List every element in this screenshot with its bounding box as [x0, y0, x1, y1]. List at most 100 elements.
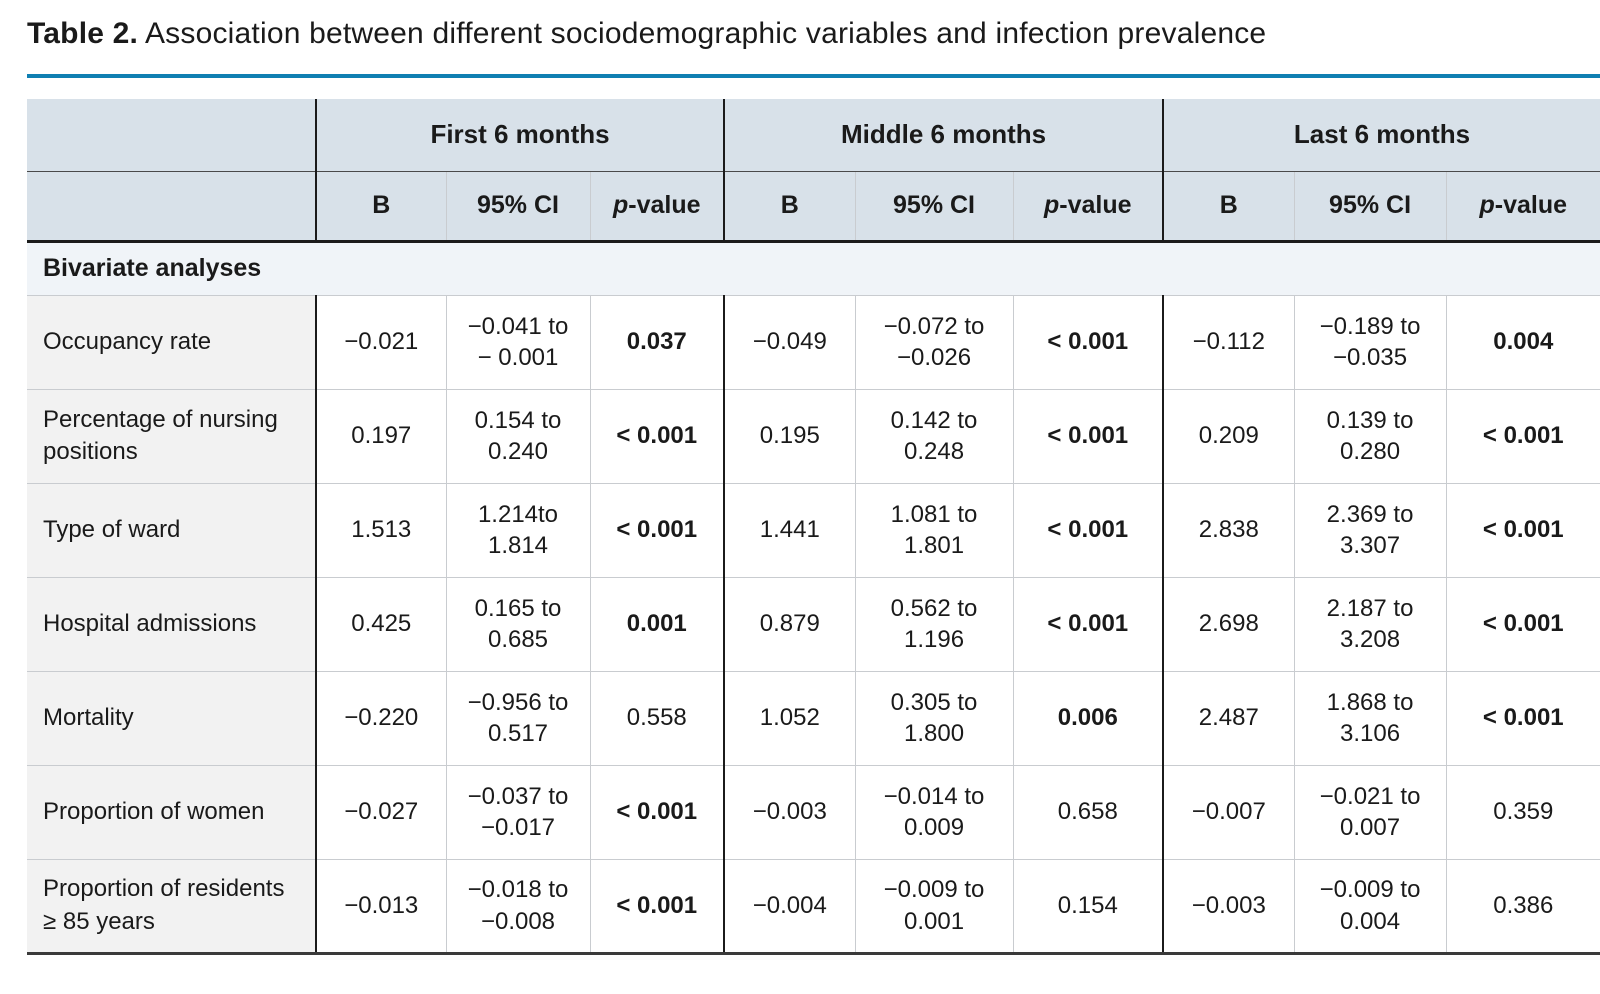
subcolumn-header: B	[723, 171, 856, 243]
subcolumn-label: 95% CI	[477, 191, 559, 219]
p-value: 0.154	[1012, 859, 1164, 955]
group-header-last-6-months: Last 6 months	[1162, 99, 1600, 172]
table-row: Percentage of nursing positions 0.197 0.…	[27, 389, 1600, 484]
b-value: −0.049	[723, 295, 856, 390]
ci-value: 2.187 to 3.208	[1293, 577, 1447, 672]
corner-cell	[27, 171, 316, 243]
b-value: 2.698	[1162, 577, 1295, 672]
ci-value: 0.154 to 0.240	[445, 389, 590, 484]
group-header-row: First 6 months Middle 6 months Last 6 mo…	[27, 99, 1600, 172]
b-value: 2.487	[1162, 671, 1295, 766]
ci-value: −0.189 to −0.035	[1293, 295, 1447, 390]
subcolumn-label: B	[780, 191, 799, 219]
ci-value: 0.165 to 0.685	[445, 577, 590, 672]
table-row: Type of ward 1.513 1.214to 1.814 < 0.001…	[27, 483, 1600, 578]
ci-value: 0.139 to 0.280	[1293, 389, 1447, 484]
ci-value: −0.956 to 0.517	[445, 671, 590, 766]
row-label: Percentage of nursing positions	[27, 389, 316, 484]
group-header-middle-6-months: Middle 6 months	[723, 99, 1164, 172]
subcolumn-header: B	[1162, 171, 1295, 243]
ci-value: −0.037 to −0.017	[445, 765, 590, 860]
b-value: −0.112	[1162, 295, 1295, 390]
subcolumn-header: p-value	[589, 171, 725, 243]
row-label: Proportion of residents ≥ 85 years	[27, 859, 316, 955]
p-value: 0.037	[589, 295, 725, 390]
subcolumn-label: -value	[628, 191, 701, 219]
page: Table 2. Association between different s…	[0, 17, 1600, 955]
subcolumn-header: B	[315, 171, 446, 243]
corner-cell	[27, 99, 316, 172]
p-value: < 0.001	[589, 483, 725, 578]
p-value: 0.359	[1445, 765, 1600, 860]
b-value: −0.007	[1162, 765, 1295, 860]
ci-value: 0.562 to 1.196	[854, 577, 1014, 672]
row-label: Occupancy rate	[27, 295, 316, 390]
table-row: Mortality −0.220 −0.956 to 0.517 0.558 1…	[27, 671, 1600, 766]
table-title: Table 2. Association between different s…	[27, 17, 1600, 51]
subcolumn-italic-prefix: p	[612, 191, 629, 219]
b-value: 0.197	[315, 389, 446, 484]
subcolumn-italic-prefix: p	[1479, 191, 1495, 219]
subcolumn-italic-prefix: p	[1044, 191, 1060, 219]
ci-value: 0.305 to 1.800	[854, 671, 1014, 766]
ci-value: −0.014 to 0.009	[854, 765, 1014, 860]
title-rule	[27, 74, 1600, 78]
subcolumn-label: 95% CI	[1329, 191, 1412, 219]
b-value: 0.195	[723, 389, 856, 484]
ci-value: −0.072 to −0.026	[854, 295, 1014, 390]
subcolumn-label: B	[372, 191, 391, 219]
subcolumn-header: 95% CI	[445, 171, 590, 243]
ci-value: 1.081 to 1.801	[854, 483, 1014, 578]
p-value: < 0.001	[589, 389, 725, 484]
subcolumn-header-row: B 95% CI p-value B 95% CI p-value B 95% CI p-val…	[27, 171, 1600, 243]
p-value: 0.006	[1012, 671, 1164, 766]
ci-value: −0.018 to −0.008	[445, 859, 590, 955]
row-label: Mortality	[27, 671, 316, 766]
subcolumn-header: 95% CI	[1293, 171, 1447, 243]
ci-value: 2.369 to 3.307	[1293, 483, 1447, 578]
b-value: 0.425	[315, 577, 446, 672]
subcolumn-header: 95% CI	[854, 171, 1014, 243]
p-value: 0.386	[1445, 859, 1600, 955]
b-value: −0.021	[315, 295, 446, 390]
p-value: < 0.001	[1445, 483, 1600, 578]
section-header-row: Bivariate analyses	[27, 241, 1600, 296]
b-value: −0.013	[315, 859, 446, 955]
row-label: Proportion of women	[27, 765, 316, 860]
p-value: < 0.001	[589, 765, 725, 860]
p-value: 0.001	[589, 577, 725, 672]
table-title-text: Association between different sociodemog…	[138, 17, 1267, 50]
b-value: −0.220	[315, 671, 446, 766]
b-value: −0.004	[723, 859, 856, 955]
ci-value: 1.868 to 3.106	[1293, 671, 1447, 766]
subcolumn-header: p-value	[1012, 171, 1164, 243]
table-row: Proportion of women −0.027 −0.037 to −0.…	[27, 765, 1600, 860]
ci-value: −0.009 to 0.001	[854, 859, 1014, 955]
subcolumn-label: 95% CI	[893, 191, 975, 219]
results-table: First 6 months Middle 6 months Last 6 mo…	[27, 99, 1600, 955]
p-value: < 0.001	[1012, 295, 1164, 390]
subcolumn-label: -value	[1059, 191, 1132, 219]
row-label: Hospital admissions	[27, 577, 316, 672]
ci-value: −0.021 to 0.007	[1293, 765, 1447, 860]
p-value: 0.004	[1445, 295, 1600, 390]
ci-value: 1.214to 1.814	[445, 483, 590, 578]
subcolumn-label: -value	[1494, 191, 1568, 219]
subcolumn-label: B	[1219, 191, 1238, 219]
p-value: 0.558	[589, 671, 725, 766]
subcolumn-header: p-value	[1445, 171, 1600, 243]
b-value: −0.003	[723, 765, 856, 860]
b-value: 2.838	[1162, 483, 1295, 578]
p-value: < 0.001	[589, 859, 725, 955]
p-value: < 0.001	[1012, 483, 1164, 578]
p-value: < 0.001	[1012, 577, 1164, 672]
b-value: 1.513	[315, 483, 446, 578]
b-value: 0.209	[1162, 389, 1295, 484]
p-value: 0.658	[1012, 765, 1164, 860]
p-value: < 0.001	[1445, 389, 1600, 484]
section-label: Bivariate analyses	[27, 241, 1600, 296]
table-row: Proportion of residents ≥ 85 years −0.01…	[27, 859, 1600, 955]
table-row: Hospital admissions 0.425 0.165 to 0.685…	[27, 577, 1600, 672]
p-value: < 0.001	[1445, 577, 1600, 672]
table-title-label: Table 2.	[27, 17, 139, 50]
